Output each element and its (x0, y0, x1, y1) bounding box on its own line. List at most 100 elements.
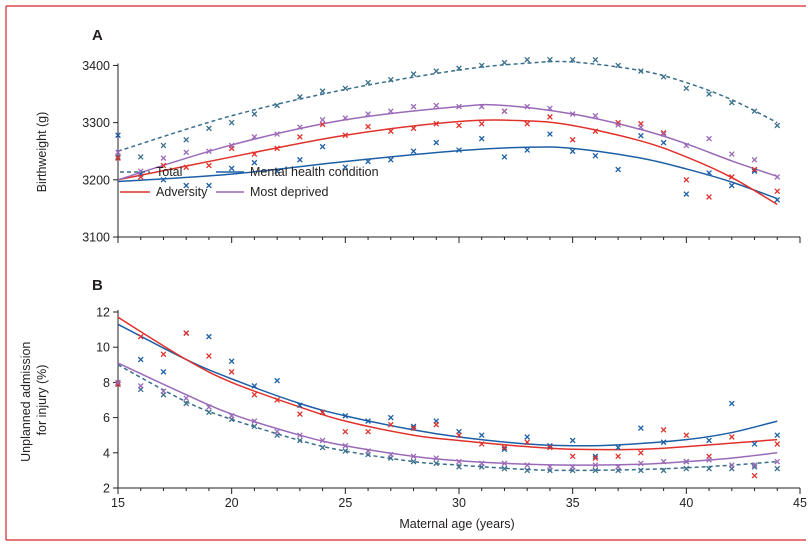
panel-a-point-most_deprived (706, 135, 712, 142)
panel-a-point-total (456, 65, 462, 72)
panel-a-point-total (569, 56, 576, 63)
panel-b-x-tick-label: 20 (225, 496, 239, 510)
panel-a-point-adversity (251, 151, 258, 157)
panel-a-point-most_deprived (433, 102, 440, 109)
panel-b-point-most_deprived (206, 404, 212, 410)
panel-b-point-mental_health_condition (387, 414, 394, 421)
panel-a-point-adversity (160, 162, 167, 169)
panel-a-point-most_deprived (319, 116, 326, 123)
panel-b-point-adversity (569, 453, 576, 460)
panel-a-y-tick-label: 3200 (82, 173, 110, 187)
panel-b-point-adversity (251, 391, 258, 398)
panel-a-point-most_deprived (410, 103, 417, 110)
panel-b-point-adversity (410, 425, 417, 432)
panel-b-fit-adversity (117, 316, 778, 451)
panel-b-point-most_deprived (592, 462, 599, 468)
panel-b-point-total (706, 465, 712, 472)
panel-a-point-most_deprived (660, 131, 667, 137)
panel-b-point-most_deprived (319, 437, 326, 444)
panel-b-point-adversity (297, 411, 303, 417)
legend: Total Mental health condition Adversity … (120, 165, 379, 199)
legend-label-adversity: Adversity (156, 185, 208, 199)
panel-b-point-total (433, 460, 440, 467)
panel-b-x-tick-label: 15 (111, 496, 125, 510)
panel-b-point-total (524, 467, 531, 474)
panel-b-point-adversity (206, 353, 212, 359)
panel-b-point-mental_health_condition (524, 434, 531, 440)
panel-b-point-mental_health_condition (297, 402, 303, 409)
legend-label-total: Total (156, 165, 182, 179)
panel-a-point-total (433, 68, 440, 75)
panel-a-point-total (183, 136, 190, 143)
panel-a-point-most_deprived (342, 115, 349, 121)
panel-a-point-adversity (342, 132, 349, 139)
panel-a-point-total (137, 154, 144, 160)
panel-a-point-mental_health_condition (478, 135, 485, 142)
panel-a-point-adversity (456, 122, 462, 129)
panel-b-point-most_deprived (728, 462, 735, 468)
panel-b-x-tick-label: 25 (338, 496, 352, 510)
panel-a-point-mental_health_condition (592, 152, 599, 159)
panel-a-point-most_deprived (456, 103, 462, 110)
panel-a-point-total (706, 91, 712, 97)
panel-a-point-adversity (433, 120, 440, 127)
panel-b-point-adversity (342, 428, 349, 435)
panel-a-point-most_deprived (592, 112, 599, 119)
panel-a-fit-most_deprived (117, 103, 778, 181)
panel-b-point-most_deprived (274, 428, 280, 435)
panel-b-point-most_deprived (615, 464, 621, 470)
panel-a-point-total (728, 99, 735, 106)
panel-a-point-adversity (274, 145, 280, 152)
panel-a-fit-total (117, 60, 778, 152)
panel-a-point-total (478, 62, 485, 69)
panel-a-point-mental_health_condition (319, 143, 326, 150)
panel-a-point-mental_health_condition (728, 182, 735, 189)
panel-a-point-adversity (297, 134, 303, 140)
panel-b-point-most_deprived (683, 458, 690, 465)
panel-b-y-tick-label: 8 (103, 376, 110, 390)
panel-b-x-tick-label: 35 (566, 496, 580, 510)
panel-a-point-mental_health_condition (297, 156, 303, 163)
legend-item-mental-health: Mental health condition (216, 165, 379, 179)
panel-b-point-most_deprived (433, 455, 440, 461)
panel-a-point-adversity (751, 166, 758, 173)
panel-b-point-total (774, 465, 781, 472)
panel-b-fit-most_deprived (117, 362, 778, 466)
panel-a-point-most_deprived (478, 103, 485, 110)
panel-a-point-total (615, 62, 621, 69)
panel-a-point-mental_health_condition (501, 154, 508, 160)
panel-a-point-mental_health_condition (683, 191, 690, 197)
panel-b-point-total (751, 464, 758, 470)
panel-a-point-most_deprived (638, 124, 644, 131)
panel-a-point-mental_health_condition (228, 165, 235, 172)
panel-b-point-mental_health_condition (706, 437, 712, 444)
panel-a-point-adversity (728, 174, 735, 180)
panel-b-point-mental_health_condition (160, 368, 167, 375)
panel-a-point-most_deprived (297, 124, 303, 131)
panel-b-point-adversity (387, 421, 394, 428)
panel-b-point-most_deprived (478, 460, 485, 467)
panel-b-point-total (501, 465, 508, 472)
legend-item-total: Total (120, 165, 182, 179)
panel-a-point-most_deprived (251, 134, 258, 140)
panel-b-point-adversity (433, 421, 440, 428)
panel-b-point-mental_health_condition (615, 444, 621, 451)
panel-b-point-mental_health_condition (410, 423, 417, 430)
panel-a-point-most_deprived (274, 131, 280, 137)
panel-a-point-total (319, 88, 326, 95)
panel-a-point-total (251, 111, 258, 117)
panel-b-point-adversity (456, 432, 462, 439)
panel-b-fit-total (117, 364, 778, 472)
panel-b-point-mental_health_condition (342, 412, 349, 419)
panel-a-y-tick-label: 3400 (82, 59, 110, 73)
panel-a-point-adversity (683, 176, 690, 183)
panel-b-point-adversity (683, 432, 690, 439)
panel-a-point-total (342, 85, 349, 92)
panel-b-point-mental_health_condition (251, 383, 258, 389)
panel-a-point-adversity (115, 155, 121, 161)
legend-item-most-deprived: Most deprived (216, 185, 329, 199)
panel-b-point-mental_health_condition (365, 418, 371, 424)
panel-b-label: B (92, 277, 103, 294)
